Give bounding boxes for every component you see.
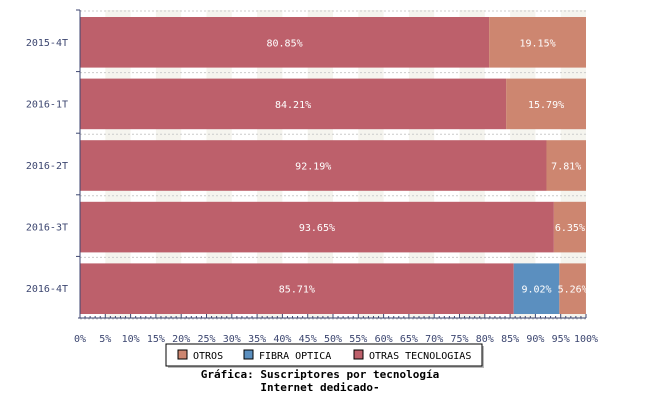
data-label: 92.19% [295,162,331,173]
x-tick-label: 10% [122,334,140,345]
bar-segment [80,140,547,191]
x-tick-label: 20% [172,334,190,345]
x-tick-label: 95% [552,334,570,345]
x-tick-label: 100% [574,334,598,345]
bar-segment [80,263,514,314]
x-tick-label: 65% [400,334,418,345]
category-label: 2016-4T [26,284,68,295]
x-tick-label: 90% [526,334,544,345]
x-tick-label: 75% [450,334,468,345]
x-tick-label: 60% [375,334,393,345]
data-label: 85.71% [279,285,315,296]
data-label: 6.35% [555,223,585,234]
bar-segment [559,263,586,314]
legend: OTROS FIBRA OPTICA OTRAS TECNOLOGIAS [165,343,484,368]
bar-segment [506,78,586,130]
data-label: 19.15% [519,38,555,49]
data-label: 84.21% [275,100,311,111]
bar-segment [80,201,554,253]
x-tick-label: 50% [324,334,342,345]
legend-label: FIBRA OPTICA [259,351,331,362]
legend-label: OTROS [193,351,223,362]
category-label: 2015-4T [26,38,68,49]
x-tick-label: 55% [349,334,367,345]
legend-label: OTRAS TECNOLOGIAS [369,351,471,362]
legend-swatch [177,349,188,360]
axes: 2015-4T 2016-1T 2016-2T 2016-3T 2016-4T 0% 5% 1… [26,9,598,345]
x-tick-label: 40% [273,334,291,345]
bar-segment [80,78,507,130]
bar-segment [80,17,490,68]
data-label: 9.02% [521,285,551,296]
bars: 80.85% 19.15% 84.21% 15.79% 92.19% 7.81% 93.65… [80,17,588,314]
x-tick-label: 25% [197,334,215,345]
x-tick-label: 5% [99,334,111,345]
x-tick-label: 80% [476,334,494,345]
data-label: 15.79% [528,100,564,111]
bar-segment [546,140,586,191]
chart-title: Gráfica: Suscriptores por tecnología [201,368,439,381]
data-label: 5.26% [558,285,588,296]
data-label: 93.65% [299,223,335,234]
data-label: 7.81% [551,162,581,173]
data-label: 80.85% [266,38,302,49]
legend-swatch [353,349,364,360]
x-tick-label: 0% [74,334,86,345]
category-label: 2016-1T [26,99,68,110]
x-tick-label: 70% [425,334,443,345]
x-tick-label: 15% [147,334,165,345]
x-tick-label: 85% [501,334,519,345]
x-tick-label: 30% [223,334,241,345]
bar-segment [553,201,586,253]
bar-segment [513,263,560,314]
category-label: 2016-2T [26,161,68,172]
x-tick-label: 45% [299,334,317,345]
category-label: 2016-3T [26,223,68,234]
x-tick-label: 35% [248,334,266,345]
bar-segment [489,17,586,68]
legend-swatch [243,349,254,360]
chart-subtitle: Internet dedicado- [260,381,379,394]
